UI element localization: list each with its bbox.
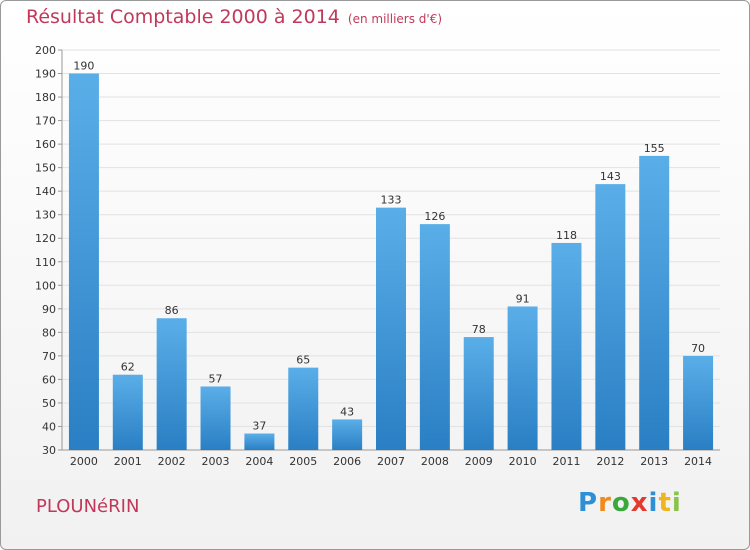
y-tick-label: 100 [35,279,56,292]
bar-value-label: 86 [165,304,179,317]
bar-2011 [551,242,582,450]
proxiti-logo[interactable]: Proxiti [578,488,682,518]
y-tick-label: 70 [42,350,56,363]
y-tick-label: 90 [42,303,56,316]
bar-2008 [419,224,450,450]
logo-letter: P [578,488,599,518]
x-tick-label: 2013 [640,455,668,468]
logo-letter: r [598,488,612,518]
x-tick-label: 2012 [596,455,624,468]
x-tick-label: 2009 [465,455,493,468]
bar-value-label: 65 [296,354,310,367]
y-tick-label: 140 [35,185,56,198]
x-tick-label: 2011 [552,455,580,468]
chart-title-text: Résultat Comptable 2000 à 2014 [26,6,340,28]
x-tick-label: 2001 [114,455,142,468]
bar-2005 [288,367,319,450]
x-tick-label: 2003 [202,455,230,468]
bar-value-label: 91 [516,292,530,305]
bar-2013 [639,155,670,450]
x-tick-label: 2002 [158,455,186,468]
y-tick-label: 120 [35,232,56,245]
y-tick-label: 170 [35,115,56,128]
bar-2003 [200,386,231,450]
bar-value-label: 143 [600,170,621,183]
bar-2012 [595,184,626,450]
logo-letter: o [611,488,631,518]
place-name: PLOUNéRIN [36,496,140,517]
bar-2006 [332,419,363,450]
y-tick-label: 200 [35,44,56,57]
x-tick-label: 2008 [421,455,449,468]
y-tick-label: 40 [42,420,56,433]
bar-value-label: 126 [424,210,445,223]
bar-value-label: 133 [381,194,402,207]
y-tick-label: 80 [42,326,56,339]
bar-value-label: 118 [556,229,577,242]
chart-subtitle: (en milliers d'€) [347,12,443,26]
bar-value-label: 62 [121,361,135,374]
x-tick-label: 2010 [509,455,537,468]
x-tick-label: 2014 [684,455,712,468]
bar-2002 [156,318,187,450]
bar-value-label: 78 [472,323,486,336]
x-tick-label: 2000 [70,455,98,468]
bar-2009 [463,337,494,450]
y-tick-label: 110 [35,256,56,269]
y-tick-label: 60 [42,373,56,386]
logo-letter: i [648,488,659,518]
x-tick-label: 2005 [289,455,317,468]
y-tick-label: 180 [35,91,56,104]
logo-letter: t [658,488,672,518]
x-tick-label: 2006 [333,455,361,468]
y-tick-label: 190 [35,68,56,81]
y-tick-label: 150 [35,162,56,175]
logo-letter: i [671,488,682,518]
bar-2000 [68,73,99,450]
bar-value-label: 70 [691,342,705,355]
x-tick-label: 2007 [377,455,405,468]
y-tick-label: 160 [35,138,56,151]
bar-value-label: 57 [209,372,223,385]
bar-2007 [376,207,406,450]
bar-value-label: 37 [252,420,266,433]
bar-value-label: 155 [644,142,665,155]
y-tick-label: 30 [42,444,56,457]
bar-2014 [683,355,714,450]
logo-letter: x [630,488,649,518]
bar-value-label: 43 [340,405,354,418]
bar-2004 [244,433,275,450]
x-tick-label: 2004 [245,455,273,468]
bar-2001 [112,374,143,450]
y-tick-label: 50 [42,397,56,410]
y-tick-label: 130 [35,209,56,222]
bar-value-label: 190 [73,60,94,73]
chart-title: Résultat Comptable 2000 à 2014 (en millie… [26,6,442,28]
bar-2010 [507,306,538,450]
